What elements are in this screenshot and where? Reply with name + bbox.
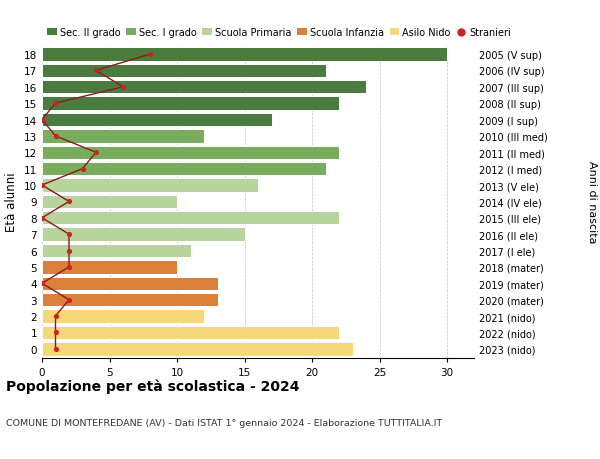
Bar [42, 162, 326, 176]
Point [64, 247, 74, 255]
Bar [42, 113, 272, 127]
Legend: Sec. II grado, Sec. I grado, Scuola Primaria, Scuola Infanzia, Asilo Nido, Stran: Sec. II grado, Sec. I grado, Scuola Prim… [47, 28, 511, 38]
Text: COMUNE DI MONTEFREDANE (AV) - Dati ISTAT 1° gennaio 2024 - Elaborazione TUTTITAL: COMUNE DI MONTEFREDANE (AV) - Dati ISTAT… [6, 418, 442, 427]
Bar [42, 244, 191, 257]
Bar [42, 48, 447, 62]
Bar [42, 179, 258, 192]
Bar [42, 342, 353, 356]
Point [51, 100, 61, 107]
Text: Anni di nascita: Anni di nascita [587, 161, 597, 243]
Point [64, 231, 74, 238]
Point [37, 280, 47, 287]
Point [37, 117, 47, 124]
Text: Popolazione per età scolastica - 2024: Popolazione per età scolastica - 2024 [6, 379, 299, 393]
Point [91, 67, 101, 75]
Point [64, 297, 74, 304]
Point [51, 313, 61, 320]
Bar [42, 146, 339, 160]
Bar [42, 195, 177, 209]
Point [64, 198, 74, 206]
Point [78, 166, 88, 173]
Point [51, 329, 61, 336]
Bar [42, 326, 339, 339]
Point [145, 51, 155, 59]
Point [91, 149, 101, 157]
Bar [42, 97, 339, 111]
Bar [42, 130, 204, 143]
Point [64, 263, 74, 271]
Bar [42, 81, 366, 94]
Point [37, 215, 47, 222]
Point [37, 182, 47, 189]
Bar [42, 228, 245, 241]
Y-axis label: Età alunni: Età alunni [5, 172, 19, 232]
Bar [42, 293, 218, 307]
Bar [42, 277, 218, 291]
Point [118, 84, 128, 91]
Bar [42, 65, 326, 78]
Bar [42, 261, 177, 274]
Point [51, 345, 61, 353]
Bar [42, 212, 339, 225]
Point [51, 133, 61, 140]
Bar [42, 310, 204, 323]
